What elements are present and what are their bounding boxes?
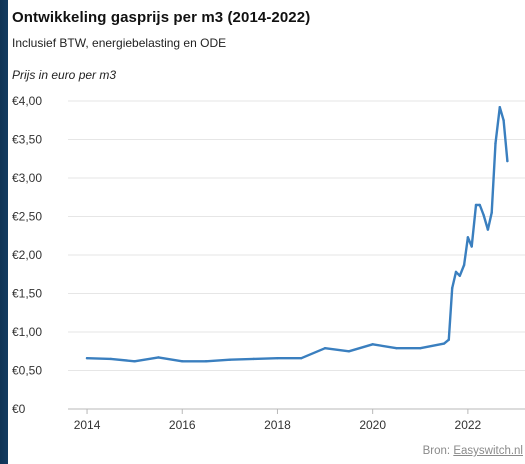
chart-card: Ontwikkeling gasprijs per m3 (2014-2022)… [8, 0, 525, 464]
y-axis-unit-label: Prijs in euro per m3 [12, 68, 117, 82]
source-credit: Bron: Easyswitch.nl [423, 445, 523, 457]
source-link[interactable]: Easyswitch.nl [453, 445, 523, 457]
x-tick-label: 2018 [264, 418, 291, 432]
data-point [494, 142, 497, 145]
line-chart: €0 €0,50 €1,00 €1,50 €2,00 €2,50 €3,00 €3,50 €4,… [12, 94, 525, 432]
chart-title: Ontwikkeling gasprijs per m3 (2014-2022) [12, 9, 311, 26]
y-tick-label: €3,50 [12, 133, 42, 147]
data-point [470, 245, 473, 248]
data-point [85, 356, 89, 360]
y-tick-label: €2,50 [12, 210, 42, 224]
series-layer [85, 105, 509, 363]
y-tick-label: €4,00 [12, 94, 42, 108]
data-point [347, 350, 351, 353]
x-tick-label: 2022 [455, 418, 482, 432]
x-tick-label: 2014 [74, 418, 101, 432]
y-axis-ticks: €0 €0,50 €1,00 €1,50 €2,00 €2,50 €3,00 €3,50 €4,… [12, 94, 42, 416]
data-point [395, 346, 398, 350]
data-point [442, 342, 446, 345]
data-point [502, 119, 505, 122]
data-point [486, 228, 490, 231]
y-tick-label: €1,50 [12, 287, 42, 301]
data-point [109, 357, 113, 361]
data-point [323, 346, 327, 350]
y-tick-label: €2,00 [12, 248, 42, 262]
data-point [276, 356, 279, 360]
data-point [419, 346, 422, 350]
y-tick-label: €3,00 [12, 171, 42, 185]
gas-price-line [85, 106, 509, 363]
data-point [498, 105, 501, 109]
x-tick-label: 2016 [169, 418, 196, 432]
data-point [454, 270, 458, 274]
data-point [181, 360, 184, 363]
data-point [482, 213, 485, 217]
data-point [133, 360, 136, 363]
data-point [204, 360, 208, 363]
data-point [506, 159, 509, 163]
data-point [447, 338, 451, 341]
y-tick-label: €0 [12, 402, 26, 416]
data-point [458, 274, 461, 277]
data-point [371, 343, 374, 346]
data-point [474, 203, 478, 207]
x-tick-label: 2020 [359, 418, 386, 432]
data-point [466, 236, 470, 239]
x-axis-ticks: 2014 2016 2018 2020 2022 [74, 409, 482, 432]
y-tick-label: €0,50 [12, 364, 42, 378]
data-point [478, 203, 481, 207]
data-point [462, 263, 466, 267]
data-point [228, 358, 232, 361]
data-point [300, 356, 303, 360]
data-point [252, 357, 255, 361]
data-point [490, 211, 493, 214]
data-point [157, 356, 160, 359]
data-point [450, 286, 454, 290]
grid-lines [68, 100, 525, 410]
chart-subtitle: Inclusief BTW, energiebelasting en ODE [12, 36, 227, 50]
source-prefix: Bron: [422, 445, 451, 457]
y-tick-label: €1,00 [12, 325, 42, 339]
